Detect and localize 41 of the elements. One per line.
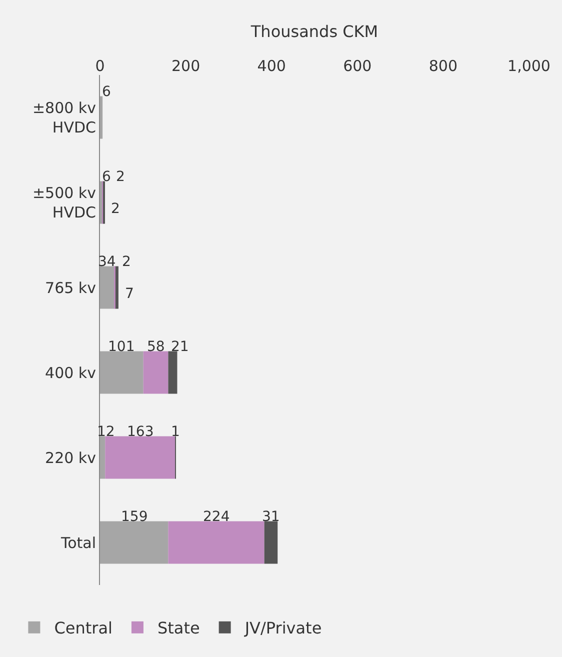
bar (168, 521, 264, 564)
data-label: 101 (108, 339, 135, 355)
data-label: 2 (116, 169, 125, 185)
y-tick-label: 765 kv (45, 278, 96, 297)
bar (115, 266, 118, 309)
data-label: 6 (102, 84, 111, 100)
y-tick-label: 220 kv (45, 448, 96, 467)
bar (100, 351, 144, 394)
bar (168, 351, 178, 394)
bar (100, 436, 106, 479)
x-tick-label: 1,000 (508, 57, 550, 75)
data-label: 31 (262, 509, 280, 525)
bar (100, 266, 115, 309)
legend-label: JV/Private (244, 618, 322, 638)
y-tick-label: ±500 kv HVDC (32, 184, 96, 222)
legend-label: Central (54, 618, 112, 638)
x-tick-label: 600 (343, 57, 372, 75)
bar (105, 436, 176, 479)
data-label: 2 (122, 254, 131, 270)
data-label: 159 (121, 509, 148, 525)
data-label: 2 (111, 201, 120, 217)
bar (100, 521, 168, 564)
x-tick-label: 0 (95, 57, 105, 75)
x-tick-label: 200 (171, 57, 200, 75)
data-label: 7 (125, 286, 134, 302)
data-label: 6 (102, 169, 111, 185)
x-tick-label: 400 (257, 57, 286, 75)
data-label: 58 (147, 339, 165, 355)
y-tick-label: Total (60, 534, 96, 552)
bar (100, 96, 103, 139)
bar (143, 351, 168, 394)
x-tick-label: 800 (428, 57, 458, 75)
y-tick-label: 400 kv (45, 364, 96, 382)
bar (264, 521, 278, 564)
data-label: 224 (203, 509, 230, 525)
data-label: 163 (127, 424, 154, 440)
x-axis-title: Thousands CKM (250, 22, 378, 41)
y-tick-label: ±800 kv HVDC (32, 99, 96, 136)
data-label: 21 (171, 339, 189, 355)
data-label: 1 (171, 424, 180, 440)
legend-label: State (157, 618, 200, 638)
